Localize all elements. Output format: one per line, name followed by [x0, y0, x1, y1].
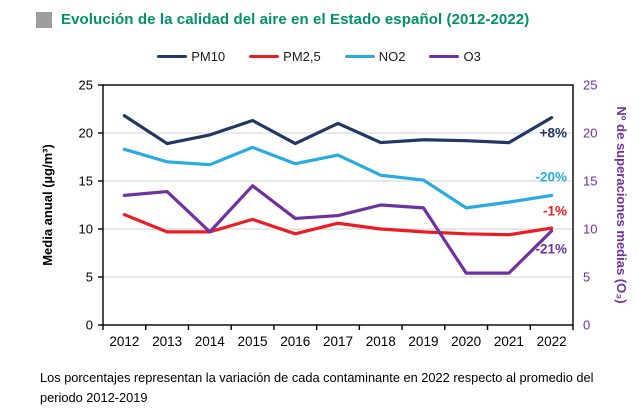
x-axis-label: 2013: [152, 334, 182, 349]
series-line-o3: [122, 184, 554, 275]
legend-item-o3: O3: [429, 49, 481, 64]
legend-swatch-icon: [249, 54, 280, 59]
x-axis-label: 2021: [494, 334, 524, 349]
y-axis-label-left: 5: [86, 270, 93, 285]
y-axis-label-right: 20: [583, 126, 597, 141]
legend-item-pm25: PM2,5: [249, 49, 321, 64]
title-bullet-icon: [36, 11, 52, 28]
annotation-no2: -20%: [535, 170, 567, 185]
x-axis-label: 2012: [109, 334, 139, 349]
legend-label: O3: [463, 49, 481, 64]
annotation-pm10: +8%: [540, 126, 567, 141]
legend-swatch-icon: [429, 54, 460, 59]
y-axis-label-left: 10: [79, 222, 93, 237]
x-axis-label: 2022: [537, 334, 567, 349]
chart-footnote: Los porcentajes representan la variación…: [40, 370, 594, 405]
x-axis-label: 2014: [195, 334, 226, 349]
series-line-no2: [122, 145, 554, 210]
legend-swatch-icon: [344, 54, 375, 59]
y-axis-label-left: 25: [79, 78, 93, 93]
page-title: Evolución de la calidad del aire en el E…: [61, 11, 530, 28]
y-axis-label-left: 15: [79, 174, 93, 189]
annotation-pm25: -1%: [543, 203, 567, 218]
y-axis-title-right: Nº de superaciones medias (O₃): [614, 106, 629, 303]
y-axis-label-right: 15: [583, 174, 597, 189]
series-line-pm25: [122, 213, 554, 237]
y-axis-label-left: 20: [79, 126, 93, 141]
legend-label: PM2,5: [283, 49, 321, 64]
y-axis-label-right: 5: [583, 270, 590, 285]
x-axis-label: 2017: [323, 334, 353, 349]
y-axis-label-left: 0: [86, 318, 93, 333]
x-axis-label: 2016: [280, 334, 310, 349]
y-axis-label-right: 0: [583, 318, 590, 333]
title-row: Evolución de la calidad del aire en el E…: [36, 11, 529, 28]
chart-legend: PM10 PM2,5 NO2 O3: [0, 49, 638, 64]
annotation-o3: -21%: [535, 242, 567, 257]
y-axis-label-right: 25: [583, 78, 597, 93]
x-axis-label: 2020: [451, 334, 481, 349]
plot-border: [102, 84, 574, 326]
legend-label: PM10: [191, 49, 226, 64]
series-line-pm10: [122, 114, 554, 146]
x-axis-label: 2015: [238, 334, 268, 349]
x-axis-label: 2018: [366, 334, 396, 349]
y-axis-label-right: 10: [583, 222, 597, 237]
legend-swatch-icon: [157, 54, 188, 59]
legend-item-no2: NO2: [344, 49, 406, 64]
y-axis-title-left: Media anual (µg/m³): [40, 144, 55, 266]
legend-label: NO2: [378, 49, 406, 64]
x-axis-label: 2019: [408, 334, 438, 349]
legend-item-pm10: PM10: [157, 49, 225, 64]
